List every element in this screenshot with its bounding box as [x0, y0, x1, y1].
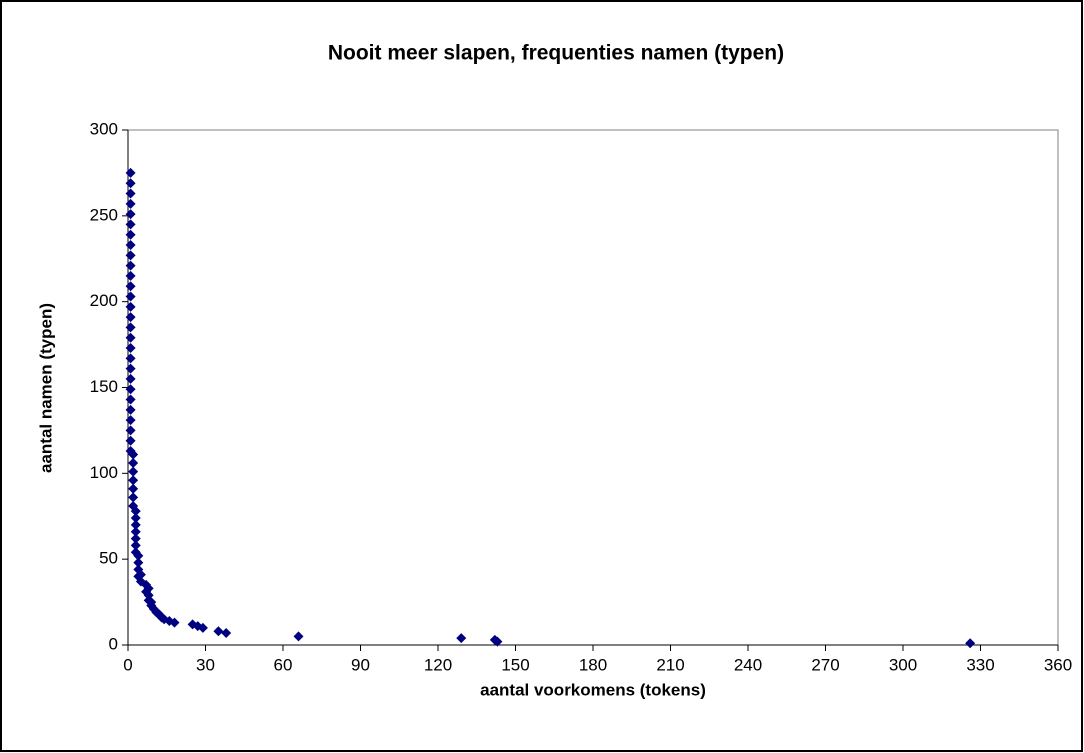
- y-tick-label: 0: [109, 634, 118, 653]
- point: [125, 270, 136, 281]
- point: [492, 636, 503, 647]
- point: [128, 492, 139, 503]
- y-tick-label: 100: [90, 463, 118, 482]
- x-tick-label: 210: [656, 655, 684, 674]
- point: [128, 449, 139, 460]
- point: [128, 475, 139, 486]
- point: [128, 483, 139, 494]
- point: [125, 209, 136, 220]
- point: [130, 540, 141, 551]
- point: [128, 458, 139, 469]
- point: [125, 353, 136, 364]
- point: [125, 373, 136, 384]
- point: [197, 622, 208, 633]
- chart-title: Nooit meer slapen, frequenties namen (ty…: [328, 42, 784, 65]
- point: [125, 219, 136, 230]
- x-tick-label: 30: [196, 655, 215, 674]
- point: [125, 250, 136, 261]
- point: [125, 363, 136, 374]
- x-tick-label: 60: [274, 655, 293, 674]
- x-tick-label: 120: [424, 655, 452, 674]
- point: [293, 631, 304, 642]
- y-tick-label: 300: [90, 119, 118, 138]
- x-tick-label: 270: [811, 655, 839, 674]
- point: [125, 291, 136, 302]
- x-tick-label: 300: [889, 655, 917, 674]
- point: [125, 343, 136, 354]
- point: [221, 627, 232, 638]
- y-tick-label: 250: [90, 205, 118, 224]
- y-axis-label: aantal namen (typen): [36, 303, 55, 473]
- point: [130, 533, 141, 544]
- x-tick-label: 240: [734, 655, 762, 674]
- point: [143, 583, 154, 594]
- point: [169, 617, 180, 628]
- point: [135, 569, 146, 580]
- point: [125, 322, 136, 333]
- point: [125, 198, 136, 209]
- point: [456, 633, 467, 644]
- plot-area: [127, 129, 1059, 646]
- point: [133, 557, 144, 568]
- y-tick-label: 150: [90, 377, 118, 396]
- point: [213, 626, 224, 637]
- x-tick-label: 330: [966, 655, 994, 674]
- point: [125, 435, 136, 446]
- point: [125, 167, 136, 178]
- x-tick-label: 150: [501, 655, 529, 674]
- point: [965, 638, 976, 649]
- point: [125, 281, 136, 292]
- point: [130, 519, 141, 530]
- y-tick-label: 50: [99, 549, 118, 568]
- x-tick-label: 360: [1044, 655, 1072, 674]
- point: [133, 550, 144, 561]
- x-tick-label: 90: [351, 655, 370, 674]
- point: [130, 512, 141, 523]
- x-tick-label: 180: [579, 655, 607, 674]
- point: [125, 240, 136, 251]
- point: [125, 312, 136, 323]
- point: [125, 332, 136, 343]
- x-tick-label: 0: [123, 655, 132, 674]
- point: [125, 301, 136, 312]
- point: [125, 188, 136, 199]
- y-tick-label: 200: [90, 291, 118, 310]
- point: [125, 229, 136, 240]
- point: [130, 506, 141, 517]
- point: [130, 526, 141, 537]
- point: [125, 425, 136, 436]
- point: [125, 260, 136, 271]
- point: [125, 404, 136, 415]
- point: [125, 178, 136, 189]
- point: [125, 384, 136, 395]
- point: [125, 394, 136, 405]
- point: [128, 466, 139, 477]
- point: [125, 415, 136, 426]
- x-axis-label: aantal voorkomens (tokens): [480, 680, 706, 699]
